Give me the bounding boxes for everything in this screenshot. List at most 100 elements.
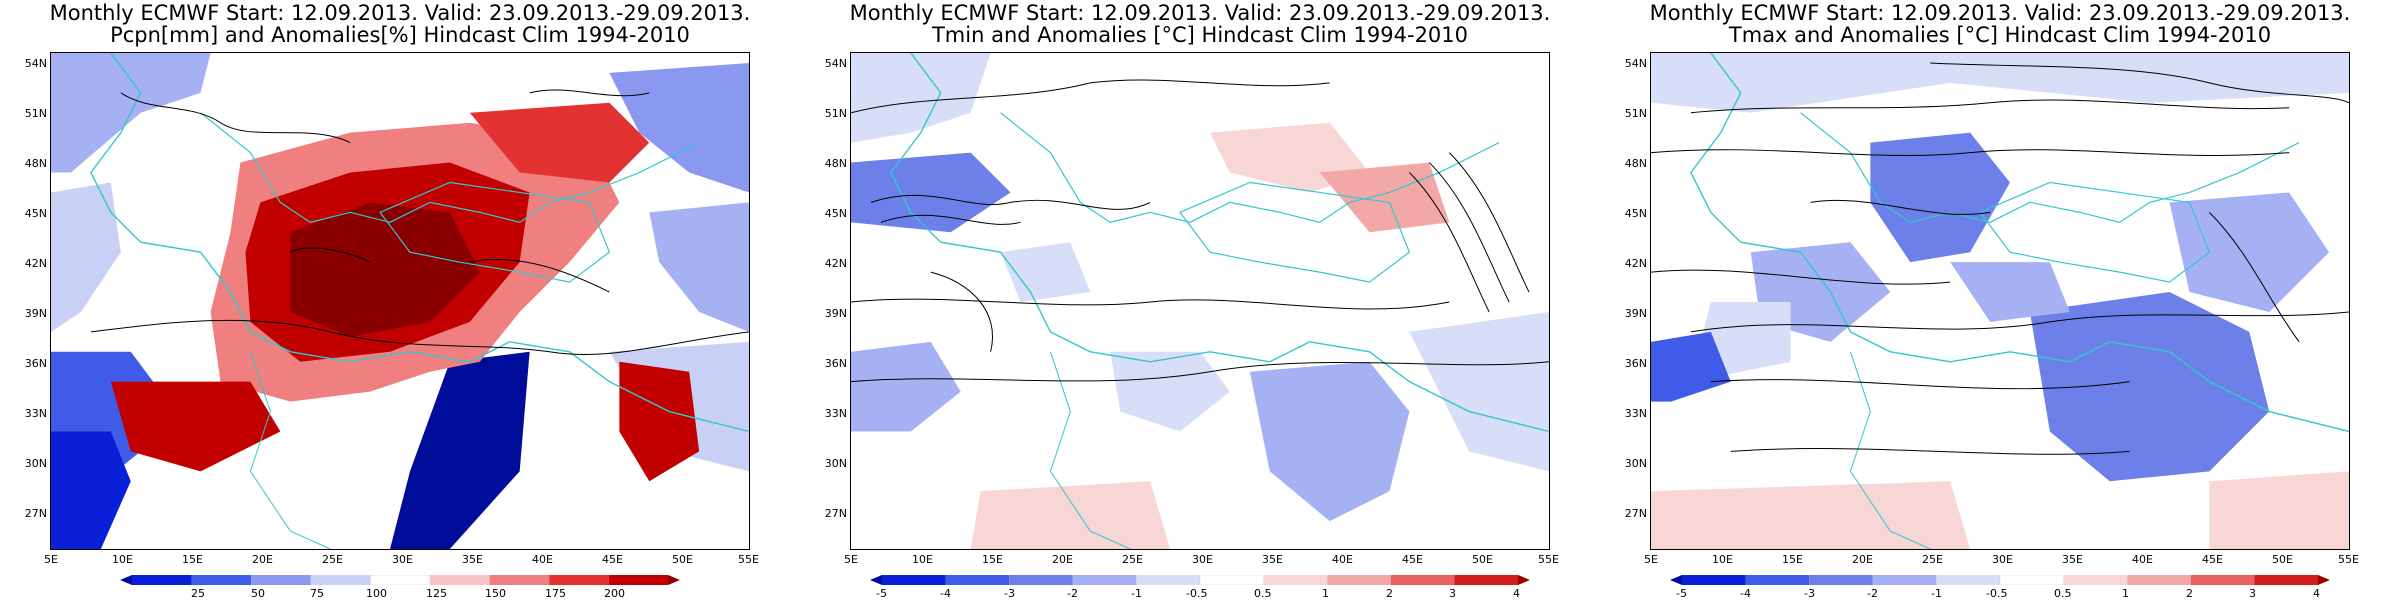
colorbar-label: -5 xyxy=(876,587,887,600)
colorbar-label: 4 xyxy=(2313,587,2320,600)
contour-line xyxy=(870,194,1151,210)
lat-label: 42N xyxy=(24,257,47,270)
colorbar-label: 125 xyxy=(426,587,447,600)
contour-line xyxy=(930,271,993,352)
coastline xyxy=(379,181,611,283)
colorbar-label: -3 xyxy=(1004,587,1015,600)
colorbar-label: -5 xyxy=(1676,587,1687,600)
anomaly-area xyxy=(1870,132,2010,263)
lat-label: 54N xyxy=(824,57,847,70)
colorbar-arrow-left xyxy=(120,575,132,585)
lon-label: 55E xyxy=(2338,553,2359,566)
lon-label: 55E xyxy=(738,553,759,566)
colorbar-swatch xyxy=(2190,575,2255,585)
lon-label: 10E xyxy=(1712,553,1733,566)
lon-label: 50E xyxy=(2272,553,2293,566)
anomaly-area xyxy=(1651,331,1731,402)
colorbar-swatch xyxy=(1263,575,1328,585)
colorbar-swatch xyxy=(1745,575,1810,585)
lon-label: 5E xyxy=(1644,553,1658,566)
lon-label: 25E xyxy=(1122,553,1143,566)
map-precipitation xyxy=(50,52,750,550)
lon-label: 20E xyxy=(252,553,273,566)
colorbar-swatch xyxy=(489,575,550,585)
coastline xyxy=(249,351,331,549)
lat-label: 36N xyxy=(1624,357,1647,370)
panel-precipitation: Monthly ECMWF Start: 12.09.2013. Valid: … xyxy=(0,0,800,600)
colorbar-label: 25 xyxy=(191,587,205,600)
panel-tmin: Monthly ECMWF Start: 12.09.2013. Valid: … xyxy=(800,0,1600,600)
contour-line xyxy=(1409,172,1490,313)
anomaly-area xyxy=(1651,481,1971,549)
contour-line xyxy=(1710,379,2130,390)
lat-label: 51N xyxy=(824,107,847,120)
map-tmin xyxy=(850,52,1550,550)
colorbar xyxy=(1670,575,2330,585)
panel-title-line2: Tmin and Anomalies [°C] Hindcast Clim 19… xyxy=(931,23,1469,47)
coastline xyxy=(1049,351,1131,549)
colorbar-label: 200 xyxy=(604,587,625,600)
panel-title-line2: Pcpn[mm] and Anomalies[%] Hindcast Clim … xyxy=(110,23,690,47)
lon-label: 30E xyxy=(1192,553,1213,566)
anomaly-area xyxy=(649,202,749,332)
lat-label: 30N xyxy=(824,457,847,470)
map-svg xyxy=(1651,53,2349,549)
colorbar-swatch xyxy=(1999,575,2064,585)
colorbar-swatch xyxy=(1327,575,1391,585)
colorbar-arrow-left xyxy=(1670,575,1682,585)
lon-label: 20E xyxy=(1852,553,1873,566)
coastline xyxy=(1690,53,2349,433)
anomaly-area xyxy=(1249,361,1410,522)
colorbar-label: 3 xyxy=(1449,587,1456,600)
contour-line xyxy=(1690,99,2290,114)
anomaly-area xyxy=(609,62,749,193)
map-tmax xyxy=(1650,52,2350,550)
colorbar-swatch xyxy=(1454,575,1518,585)
anomaly-area xyxy=(1000,242,1091,302)
colorbar-svg xyxy=(1670,575,2330,585)
lon-label: 30E xyxy=(1992,553,2013,566)
colorbar-label: 150 xyxy=(485,587,506,600)
colorbar-label: -3 xyxy=(1804,587,1815,600)
contour-line xyxy=(1651,269,1951,285)
lat-label: 54N xyxy=(1624,57,1647,70)
lon-label: 55E xyxy=(1538,553,1559,566)
lon-label: 40E xyxy=(532,553,553,566)
coastline xyxy=(890,53,1549,433)
colorbar-swatch xyxy=(1199,575,1264,585)
panel-title-line1: Monthly ECMWF Start: 12.09.2013. Valid: … xyxy=(849,1,1551,25)
anomaly-area xyxy=(390,351,530,549)
colorbar-swatch xyxy=(191,575,252,585)
colorbar-svg xyxy=(120,575,680,585)
lat-label: 42N xyxy=(824,257,847,270)
contour-line xyxy=(469,259,610,293)
coastline xyxy=(1800,112,2300,223)
colorbar-swatch xyxy=(251,575,311,585)
anomaly-area xyxy=(2029,292,2270,482)
colorbar-label: 0.5 xyxy=(2054,587,2072,600)
lat-label: 45N xyxy=(24,207,47,220)
colorbar-swatch xyxy=(430,575,490,585)
colorbar-label: -4 xyxy=(940,587,951,600)
coastline xyxy=(1179,181,1411,283)
lat-label: 54N xyxy=(24,57,47,70)
lon-label: 15E xyxy=(1782,553,1803,566)
lat-label: 27N xyxy=(1624,507,1647,520)
lon-label: 45E xyxy=(2202,553,2223,566)
colorbar-swatch xyxy=(549,575,609,585)
colorbar-swatch xyxy=(2063,575,2128,585)
colorbar-svg xyxy=(870,575,1530,585)
contour-line xyxy=(851,79,1330,114)
colorbar-swatch xyxy=(1136,575,1200,585)
lat-label: 30N xyxy=(1624,457,1647,470)
colorbar-swatch xyxy=(1009,575,1073,585)
lat-label: 36N xyxy=(24,357,47,370)
lon-label: 35E xyxy=(2062,553,2083,566)
lat-label: 45N xyxy=(1624,207,1647,220)
map-background xyxy=(851,53,1549,549)
coastline xyxy=(200,112,700,223)
contour-line xyxy=(1930,62,2349,104)
lat-label: 51N xyxy=(24,107,47,120)
panel-title-line2: Tmax and Anomalies [°C] Hindcast Clim 19… xyxy=(1728,23,2272,47)
